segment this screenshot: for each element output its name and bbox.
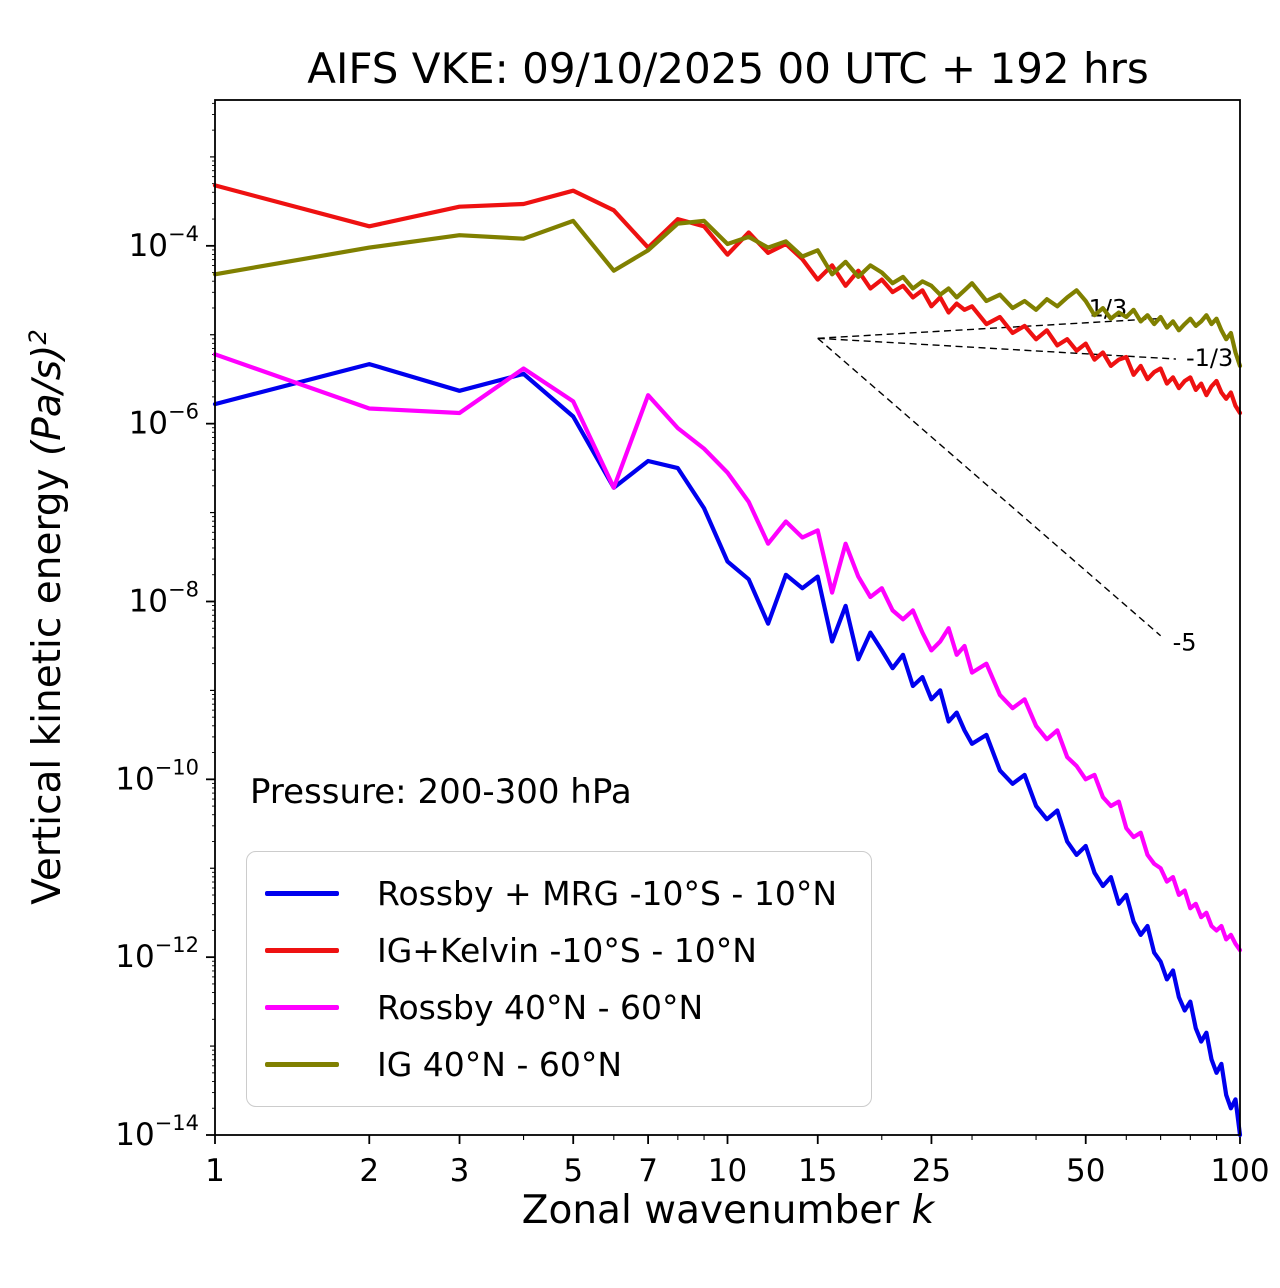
y-tick-label: 10−12	[115, 933, 199, 975]
x-tick-label: 5	[563, 1153, 583, 1189]
series-line-rossby-midlat	[212, 352, 1243, 953]
y-axis-label-text: Vertical kinetic energy	[25, 455, 70, 905]
legend-swatch-rossby-midlat	[265, 1005, 339, 1010]
legend-item-rossby-midlat: Rossby 40°N - 60°N	[265, 988, 837, 1027]
pressure-annotation: Pressure: 200-300 hPa	[250, 772, 632, 812]
legend-label-ig-midlat: IG 40°N - 60°N	[377, 1045, 623, 1084]
slope-guide-label: 1/3	[1089, 294, 1128, 322]
y-axis-label-exponent: 2	[24, 329, 52, 345]
x-tick-label: 7	[638, 1153, 658, 1189]
legend-item-rossby-mrg-tropics: Rossby + MRG -10°S - 10°N	[265, 874, 837, 913]
x-tick-label: 10	[708, 1153, 747, 1189]
legend-box: Rossby + MRG -10°S - 10°N IG+Kelvin -10°…	[246, 851, 873, 1107]
y-tick-label: 10−4	[129, 222, 199, 264]
x-tick-label: 15	[798, 1153, 837, 1189]
x-axis-label-var: k	[911, 1188, 935, 1233]
x-axis-label: Zonal wavenumber k	[522, 1188, 935, 1233]
slope-guide-label: -5	[1173, 629, 1197, 657]
x-tick-label: 3	[450, 1153, 470, 1189]
x-tick-label: 50	[1066, 1153, 1105, 1189]
x-tick-label: 25	[912, 1153, 951, 1189]
legend-label-rossby-mrg-tropics: Rossby + MRG -10°S - 10°N	[377, 874, 838, 913]
legend-swatch-ig-midlat	[265, 1062, 339, 1067]
legend-swatch-ig-kelvin-tropics	[265, 948, 339, 953]
x-axis-label-text: Zonal wavenumber	[521, 1188, 912, 1233]
y-tick-label: 10−14	[115, 1111, 199, 1153]
slope-guide-line	[817, 337, 1177, 360]
x-tick-label: 2	[359, 1153, 379, 1189]
axes-frame	[214, 99, 1241, 1136]
series-line-ig-midlat	[212, 218, 1243, 368]
x-tick-label: 100	[1210, 1153, 1269, 1189]
y-axis-label-units: (Pa/s)	[25, 344, 70, 456]
slope-guide-line	[817, 337, 1162, 637]
legend-label-ig-kelvin-tropics: IG+Kelvin -10°S - 10°N	[377, 931, 757, 970]
y-tick-label: 10−6	[129, 400, 199, 442]
chart-title: AIFS VKE: 09/10/2025 00 UTC + 192 hrs	[307, 44, 1149, 93]
x-tick-label: 1	[205, 1153, 225, 1189]
y-tick-label: 10−8	[129, 577, 199, 619]
series-line-rossby-mrg-tropics	[212, 362, 1243, 1138]
slope-guide-label: -1/3	[1186, 344, 1233, 372]
y-axis-label: Vertical kinetic energy (Pa/s)2	[24, 329, 70, 904]
legend-item-ig-midlat: IG 40°N - 60°N	[265, 1045, 837, 1084]
legend-label-rossby-midlat: Rossby 40°N - 60°N	[377, 988, 704, 1027]
y-tick-label: 10−10	[115, 755, 199, 797]
legend-swatch-rossby-mrg-tropics	[265, 891, 339, 896]
legend-item-ig-kelvin-tropics: IG+Kelvin -10°S - 10°N	[265, 931, 837, 970]
